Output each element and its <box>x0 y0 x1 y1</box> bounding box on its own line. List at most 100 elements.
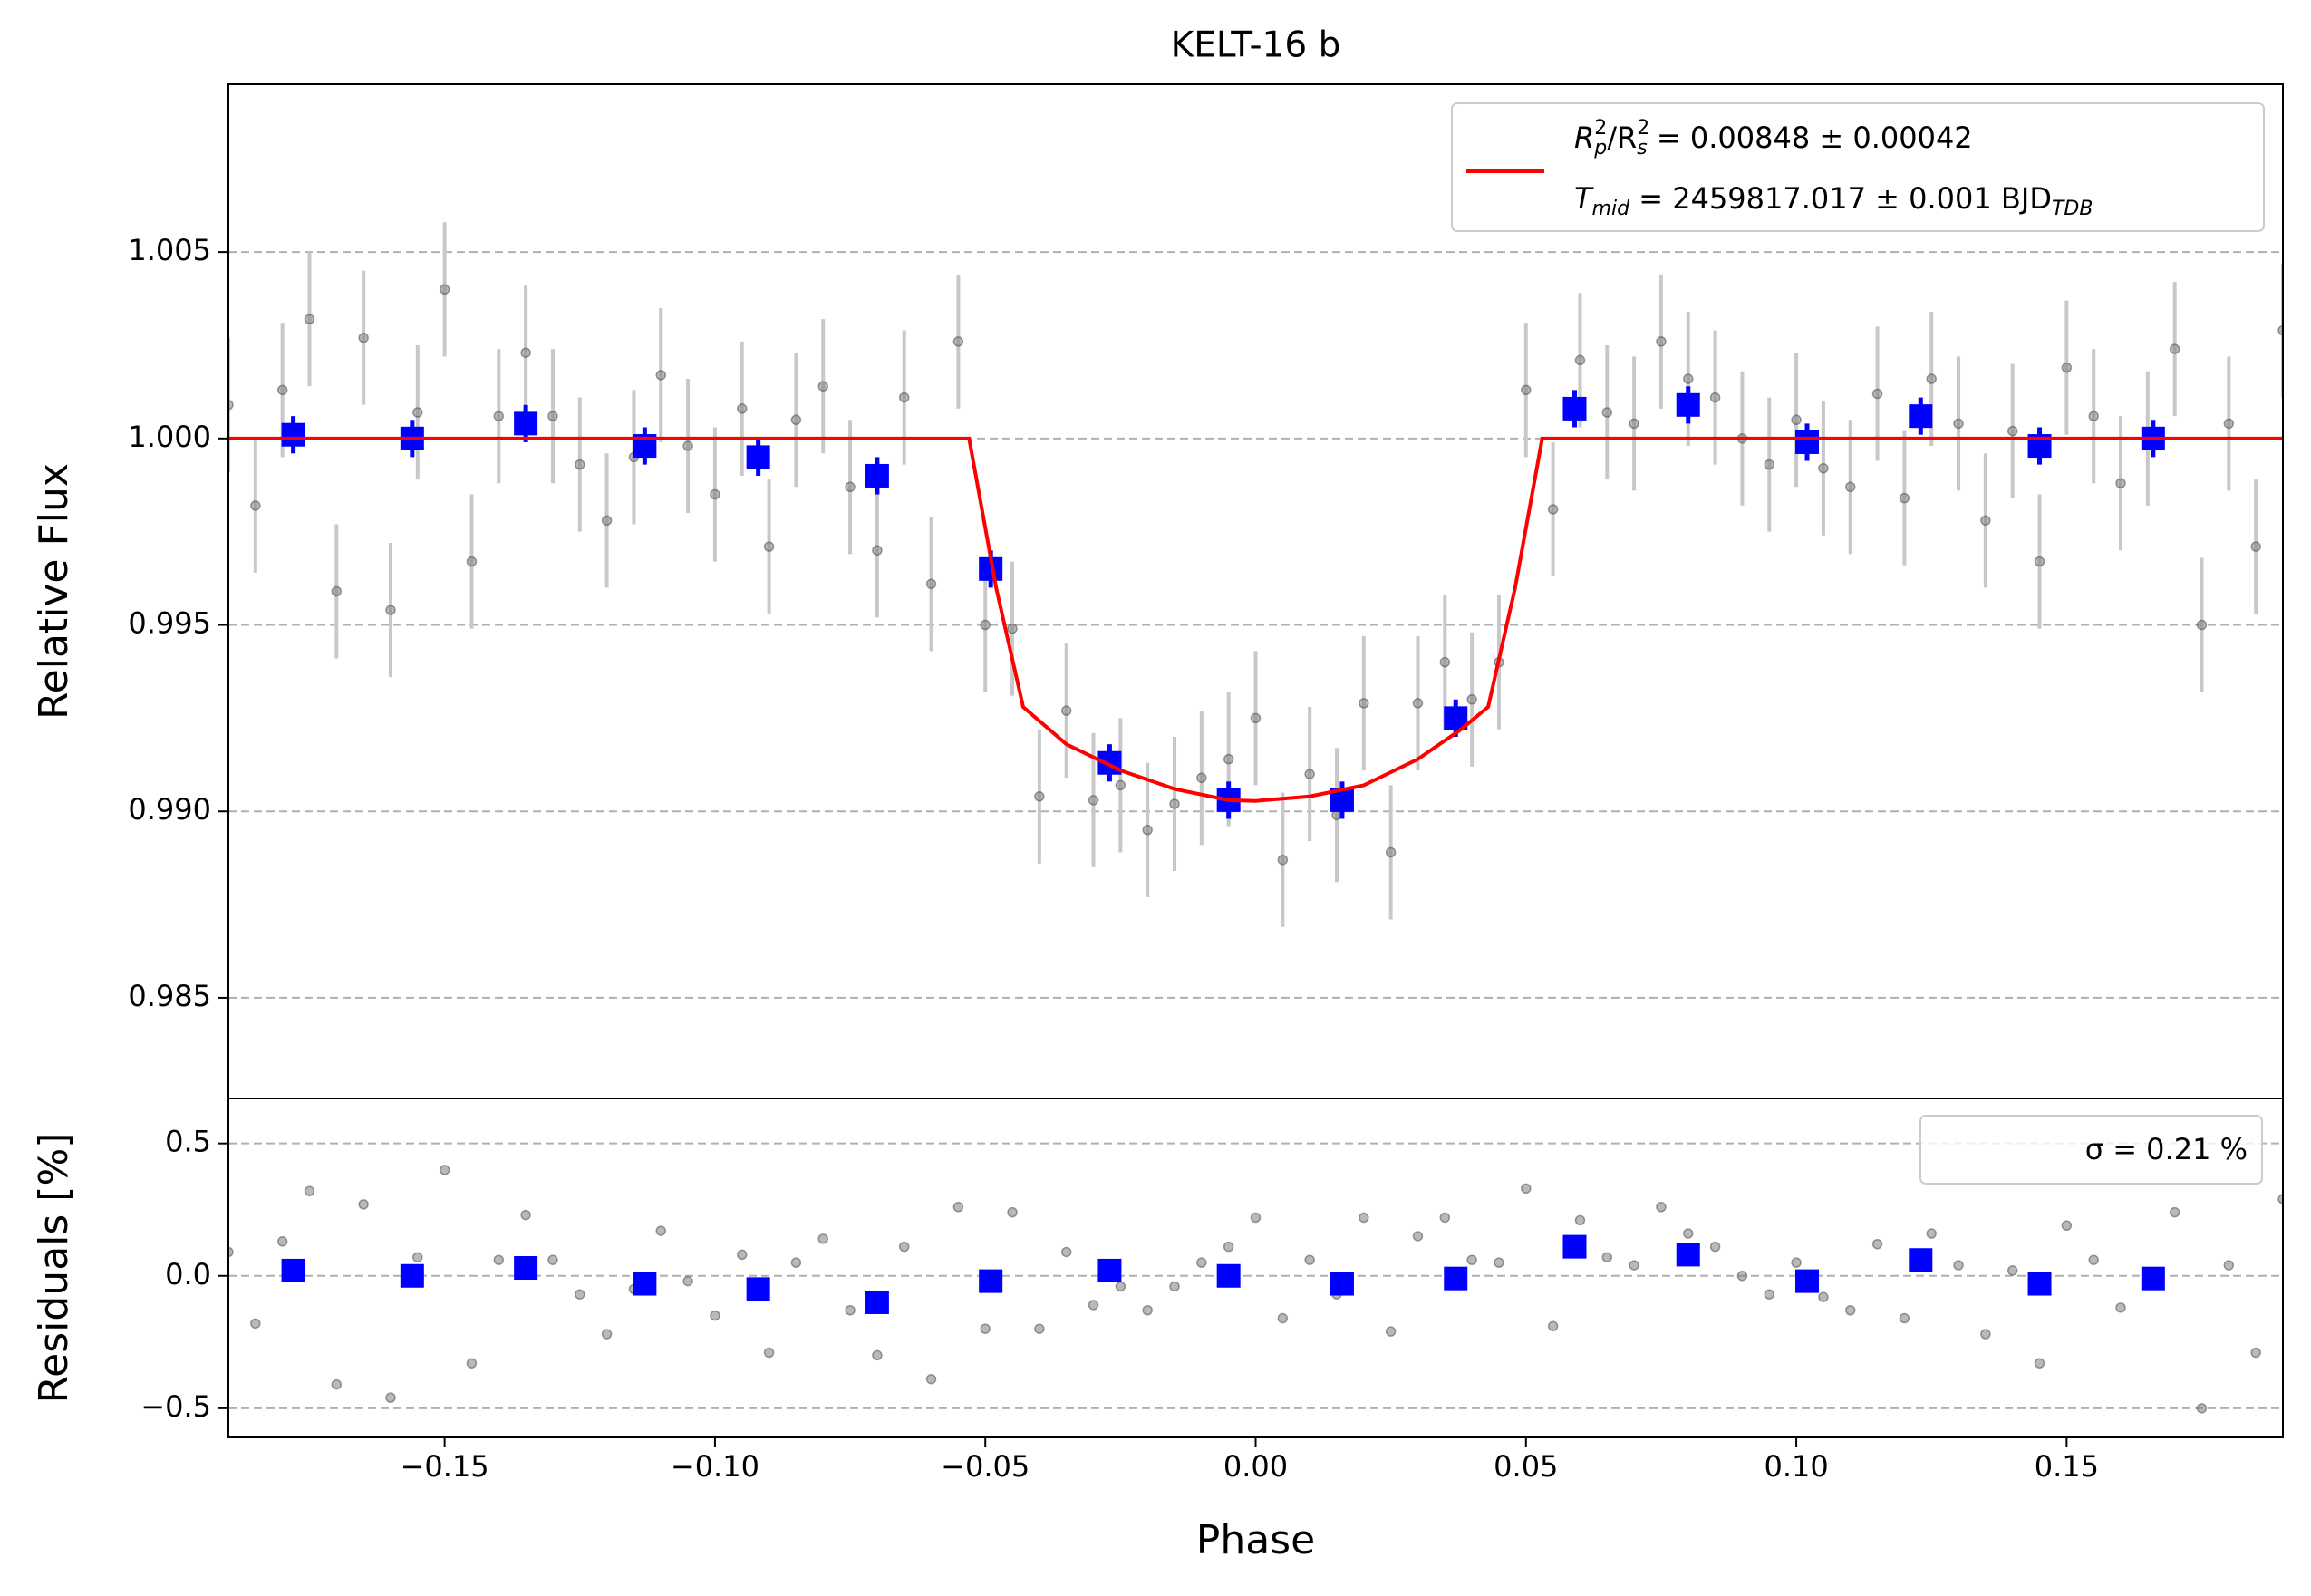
data-point <box>737 403 748 414</box>
data-point <box>1709 1241 1721 1253</box>
data-point <box>1304 769 1315 779</box>
data-point <box>1629 1260 1639 1271</box>
data-point <box>1926 1228 1937 1239</box>
data-point <box>1683 1228 1694 1239</box>
bin-marker <box>1097 1258 1122 1282</box>
data-point <box>763 1347 775 1359</box>
data-point <box>1277 1312 1289 1324</box>
data-point <box>925 578 937 590</box>
axes-frame <box>227 83 2284 1099</box>
bin-marker <box>1330 1272 1354 1296</box>
y-axis-label: Relative Flux <box>31 463 77 720</box>
bin-marker <box>979 1269 1003 1293</box>
data-point <box>385 1392 396 1403</box>
data-point <box>2006 1265 2018 1276</box>
x-tick-label: −0.15 <box>401 1449 489 1484</box>
legend-text-part: 2 <box>1637 117 1649 140</box>
data-point <box>2061 362 2073 373</box>
data-point <box>385 605 396 615</box>
data-point <box>1277 854 1289 866</box>
data-point <box>1466 1254 1477 1265</box>
data-point <box>250 500 261 511</box>
data-point <box>1304 1254 1315 1265</box>
y-tick-label: 0.5 <box>165 1125 211 1159</box>
data-point <box>304 1185 315 1197</box>
bin-marker <box>1909 404 1933 429</box>
data-point <box>1142 825 1153 836</box>
bin-marker <box>1444 1266 1468 1291</box>
data-point <box>1385 846 1397 858</box>
data-point <box>412 407 423 418</box>
data-point <box>1060 1246 1072 1258</box>
data-point <box>655 1225 667 1236</box>
data-point <box>1574 1214 1586 1226</box>
data-point <box>466 556 478 567</box>
legend-text-part: = 0.00848 ± 0.00042 <box>1648 121 1973 155</box>
data-point <box>1250 712 1262 724</box>
data-point <box>763 541 775 552</box>
data-point <box>1791 414 1802 426</box>
data-point <box>952 336 964 347</box>
data-point <box>276 1236 288 1247</box>
y-tick-label: 0.985 <box>128 979 211 1013</box>
data-point <box>1818 462 1829 474</box>
data-point <box>1871 388 1883 400</box>
y-axis-label: Residuals [%] <box>31 1133 77 1404</box>
data-point <box>575 459 585 470</box>
y-tick-label: −0.5 <box>140 1389 211 1424</box>
data-point <box>2223 418 2235 430</box>
data-point <box>1060 705 1072 716</box>
legend-text-part: R <box>1574 121 1594 155</box>
data-point <box>1385 1326 1397 1337</box>
data-point <box>2169 1206 2180 1218</box>
x-tick-label: −0.10 <box>671 1449 759 1484</box>
data-point <box>493 411 505 421</box>
data-point <box>1818 1291 1829 1302</box>
legend-text-part: TDB <box>2052 198 2093 220</box>
legend-text-part: mid <box>1592 198 1631 220</box>
data-point <box>1547 504 1559 515</box>
bin-marker <box>1676 392 1700 417</box>
data-point <box>1223 1241 1234 1253</box>
axes-frame <box>227 1098 2284 1438</box>
data-point <box>1926 373 1937 384</box>
y-tick-label: 0.0 <box>165 1257 211 1291</box>
data-point <box>682 440 693 451</box>
data-point <box>1683 373 1694 384</box>
data-point <box>952 1202 964 1213</box>
data-point <box>737 1249 748 1261</box>
data-point <box>358 1199 369 1210</box>
data-point <box>1169 798 1180 809</box>
bin-marker <box>1795 430 1820 454</box>
data-point <box>547 1254 558 1265</box>
legend-text-part: = 2459817.017 ± 0.001 BJD <box>1629 181 2052 216</box>
data-point <box>980 1323 991 1334</box>
data-point <box>1899 492 1910 504</box>
data-point <box>1844 1305 1856 1316</box>
data-point <box>1871 1238 1883 1250</box>
bin-marker <box>281 422 305 447</box>
y-tick-label: 0.990 <box>128 792 211 827</box>
data-point <box>1601 407 1613 418</box>
data-point <box>1466 694 1477 705</box>
x-axis-label: Phase <box>1196 1517 1315 1563</box>
data-point <box>331 1378 343 1390</box>
data-point <box>1764 1289 1774 1300</box>
legend-text: Tmid = 2459817.017 ± 0.001 BJDTDB <box>1574 181 2093 220</box>
plot-area <box>228 1142 2283 1414</box>
data-point <box>601 515 613 527</box>
data-point <box>817 1233 828 1244</box>
data-point <box>2277 324 2283 336</box>
legend-text-part: /R <box>1607 121 1637 155</box>
bin-marker <box>514 1256 538 1280</box>
data-point <box>1953 418 1964 430</box>
data-point <box>2250 1347 2261 1359</box>
data-point <box>1142 1305 1153 1316</box>
data-point <box>2196 619 2208 631</box>
data-point <box>872 545 883 556</box>
bin-marker <box>1216 1263 1241 1288</box>
y-tick-label: 1.000 <box>128 420 211 454</box>
data-point <box>1412 1231 1424 1242</box>
data-point <box>790 1257 802 1268</box>
